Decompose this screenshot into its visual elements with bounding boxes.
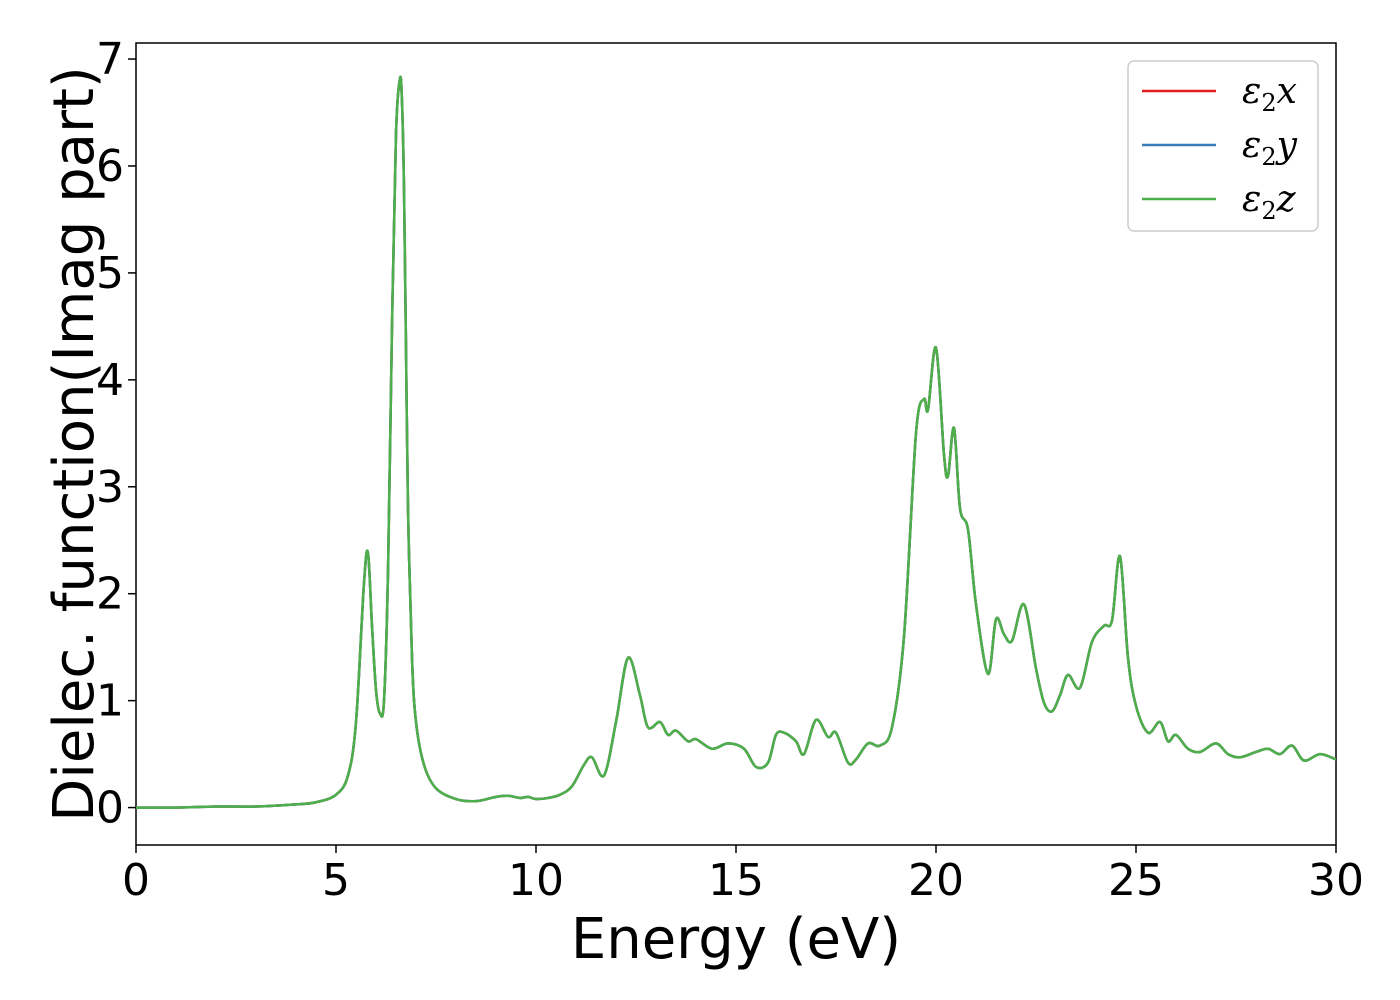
y-tick-label: 7: [96, 34, 124, 85]
x-axis-label: Energy (eV): [571, 907, 901, 972]
x-tick-label: 15: [708, 855, 764, 906]
legend-label: ε2z: [1242, 179, 1297, 225]
legend-label: ε2y: [1242, 125, 1298, 171]
y-tick-label: 3: [96, 462, 124, 513]
legend-entry-2: ε2y: [1142, 125, 1298, 171]
legend: ε2x ε2y ε2z: [1127, 60, 1319, 232]
x-tick-label: 25: [1108, 855, 1164, 906]
x-tick-label: 30: [1308, 855, 1364, 906]
x-tick-label: 5: [322, 855, 350, 906]
y-axis-ticks: 0 1 2 3 4 5 6 7: [96, 34, 136, 834]
legend-box: [1127, 60, 1319, 232]
legend-entry-1: ε2x: [1142, 71, 1297, 117]
y-tick-label: 2: [96, 569, 124, 620]
y-tick-label: 6: [96, 141, 124, 192]
y-tick-label: 4: [96, 355, 124, 406]
legend-label: ε2x: [1242, 71, 1297, 117]
series-line-3: [136, 75, 1336, 809]
y-tick-label: 1: [96, 676, 124, 727]
legend-entry-3: ε2z: [1142, 179, 1297, 225]
x-tick-label: 10: [508, 855, 564, 906]
x-axis-ticks: 0 5 10 15 20 25 30: [122, 845, 1364, 906]
y-axis-label: Dielec. function(Imag part): [42, 66, 107, 822]
y-tick-label: 5: [96, 248, 124, 299]
series-layer: [136, 75, 1336, 809]
x-tick-label: 20: [908, 855, 964, 906]
y-tick-label: 0: [96, 783, 124, 834]
x-tick-label: 0: [122, 855, 150, 906]
